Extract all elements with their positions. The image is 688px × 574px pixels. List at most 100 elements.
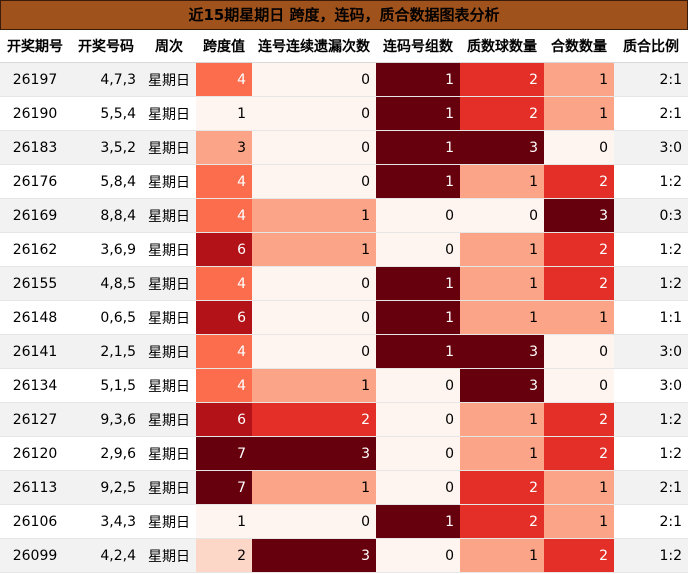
cell-consecutive-groups: 1 xyxy=(376,266,460,301)
table-row: 26120 2,9,6 星期日 7 3 0 1 2 1:2 xyxy=(0,436,688,471)
cell-prime-count: 1 xyxy=(460,266,544,301)
cell-consecutive-miss: 0 xyxy=(252,334,376,369)
cell-span: 1 xyxy=(196,504,252,539)
cell-issue: 26162 xyxy=(0,232,70,267)
cell-numbers: 3,5,2 xyxy=(70,130,142,165)
cell-prime-count: 3 xyxy=(460,334,544,369)
cell-consecutive-groups: 0 xyxy=(376,198,460,233)
cell-consecutive-groups: 1 xyxy=(376,300,460,335)
cell-composite-count: 2 xyxy=(544,436,614,471)
cell-span: 4 xyxy=(196,368,252,403)
cell-ratio: 1:2 xyxy=(614,232,688,267)
table-body: 26197 4,7,3 星期日 4 0 1 2 1 2:1 26190 5,5,4 星期日 1 0 1 2 1 2… xyxy=(0,62,688,573)
cell-numbers: 9,2,5 xyxy=(70,470,142,505)
cell-weekday: 星期日 xyxy=(142,368,196,403)
cell-numbers: 3,4,3 xyxy=(70,504,142,539)
cell-ratio: 1:2 xyxy=(614,164,688,199)
cell-consecutive-groups: 1 xyxy=(376,62,460,97)
cell-composite-count: 1 xyxy=(544,62,614,97)
cell-span: 6 xyxy=(196,402,252,437)
cell-span: 4 xyxy=(196,198,252,233)
cell-span: 4 xyxy=(196,164,252,199)
cell-consecutive-miss: 1 xyxy=(252,232,376,267)
cell-numbers: 9,3,6 xyxy=(70,402,142,437)
cell-span: 4 xyxy=(196,62,252,97)
cell-span: 3 xyxy=(196,130,252,165)
cell-consecutive-groups: 1 xyxy=(376,96,460,131)
column-header-numbers: 开奖号码 xyxy=(70,30,142,63)
cell-weekday: 星期日 xyxy=(142,62,196,97)
cell-ratio: 1:2 xyxy=(614,266,688,301)
cell-numbers: 2,1,5 xyxy=(70,334,142,369)
column-header-consecutive-miss: 连号连续遗漏次数 xyxy=(252,30,376,63)
column-header-prime-composite-ratio: 质合比例 xyxy=(614,30,688,63)
cell-span: 6 xyxy=(196,300,252,335)
table-row: 26162 3,6,9 星期日 6 1 0 1 2 1:2 xyxy=(0,232,688,267)
cell-consecutive-groups: 0 xyxy=(376,402,460,437)
column-header-weekday: 周次 xyxy=(142,30,196,63)
cell-weekday: 星期日 xyxy=(142,470,196,505)
table-row: 26148 0,6,5 星期日 6 0 1 1 1 1:1 xyxy=(0,300,688,335)
cell-composite-count: 2 xyxy=(544,402,614,437)
table-row: 26134 5,1,5 星期日 4 1 0 3 0 3:0 xyxy=(0,368,688,403)
cell-numbers: 5,8,4 xyxy=(70,164,142,199)
header-row: 开奖期号 开奖号码 周次 跨度值 连号连续遗漏次数 连码号组数 质数球数量 合数… xyxy=(0,30,688,63)
cell-prime-count: 0 xyxy=(460,198,544,233)
cell-weekday: 星期日 xyxy=(142,164,196,199)
cell-numbers: 4,8,5 xyxy=(70,266,142,301)
cell-ratio: 1:2 xyxy=(614,436,688,471)
cell-numbers: 5,5,4 xyxy=(70,96,142,131)
cell-consecutive-miss: 0 xyxy=(252,300,376,335)
cell-span: 7 xyxy=(196,436,252,471)
cell-composite-count: 1 xyxy=(544,504,614,539)
cell-composite-count: 0 xyxy=(544,130,614,165)
cell-consecutive-miss: 0 xyxy=(252,130,376,165)
cell-prime-count: 3 xyxy=(460,130,544,165)
cell-prime-count: 1 xyxy=(460,436,544,471)
cell-issue: 26099 xyxy=(0,538,70,573)
cell-weekday: 星期日 xyxy=(142,96,196,131)
table-row: 26106 3,4,3 星期日 1 0 1 2 1 2:1 xyxy=(0,504,688,539)
cell-prime-count: 1 xyxy=(460,300,544,335)
cell-ratio: 3:0 xyxy=(614,368,688,403)
cell-issue: 26155 xyxy=(0,266,70,301)
cell-prime-count: 1 xyxy=(460,232,544,267)
cell-numbers: 8,8,4 xyxy=(70,198,142,233)
cell-ratio: 3:0 xyxy=(614,334,688,369)
cell-prime-count: 2 xyxy=(460,504,544,539)
cell-composite-count: 0 xyxy=(544,368,614,403)
cell-prime-count: 2 xyxy=(460,62,544,97)
cell-issue: 26148 xyxy=(0,300,70,335)
cell-issue: 26127 xyxy=(0,402,70,437)
cell-consecutive-miss: 1 xyxy=(252,470,376,505)
cell-issue: 26183 xyxy=(0,130,70,165)
table-row: 26169 8,8,4 星期日 4 1 0 0 3 0:3 xyxy=(0,198,688,233)
cell-consecutive-miss: 1 xyxy=(252,368,376,403)
cell-composite-count: 2 xyxy=(544,266,614,301)
cell-numbers: 4,2,4 xyxy=(70,538,142,573)
cell-issue: 26176 xyxy=(0,164,70,199)
cell-ratio: 0:3 xyxy=(614,198,688,233)
cell-consecutive-groups: 0 xyxy=(376,436,460,471)
cell-numbers: 5,1,5 xyxy=(70,368,142,403)
cell-span: 4 xyxy=(196,266,252,301)
cell-consecutive-groups: 1 xyxy=(376,504,460,539)
cell-ratio: 1:2 xyxy=(614,402,688,437)
cell-span: 7 xyxy=(196,470,252,505)
cell-consecutive-miss: 0 xyxy=(252,62,376,97)
column-header-span: 跨度值 xyxy=(196,30,252,63)
cell-ratio: 1:1 xyxy=(614,300,688,335)
cell-weekday: 星期日 xyxy=(142,538,196,573)
cell-ratio: 2:1 xyxy=(614,470,688,505)
cell-numbers: 3,6,9 xyxy=(70,232,142,267)
cell-weekday: 星期日 xyxy=(142,130,196,165)
cell-prime-count: 1 xyxy=(460,402,544,437)
cell-prime-count: 1 xyxy=(460,164,544,199)
cell-consecutive-groups: 0 xyxy=(376,232,460,267)
cell-consecutive-groups: 1 xyxy=(376,334,460,369)
cell-composite-count: 3 xyxy=(544,198,614,233)
table-row: 26190 5,5,4 星期日 1 0 1 2 1 2:1 xyxy=(0,96,688,131)
cell-numbers: 0,6,5 xyxy=(70,300,142,335)
cell-ratio: 2:1 xyxy=(614,504,688,539)
